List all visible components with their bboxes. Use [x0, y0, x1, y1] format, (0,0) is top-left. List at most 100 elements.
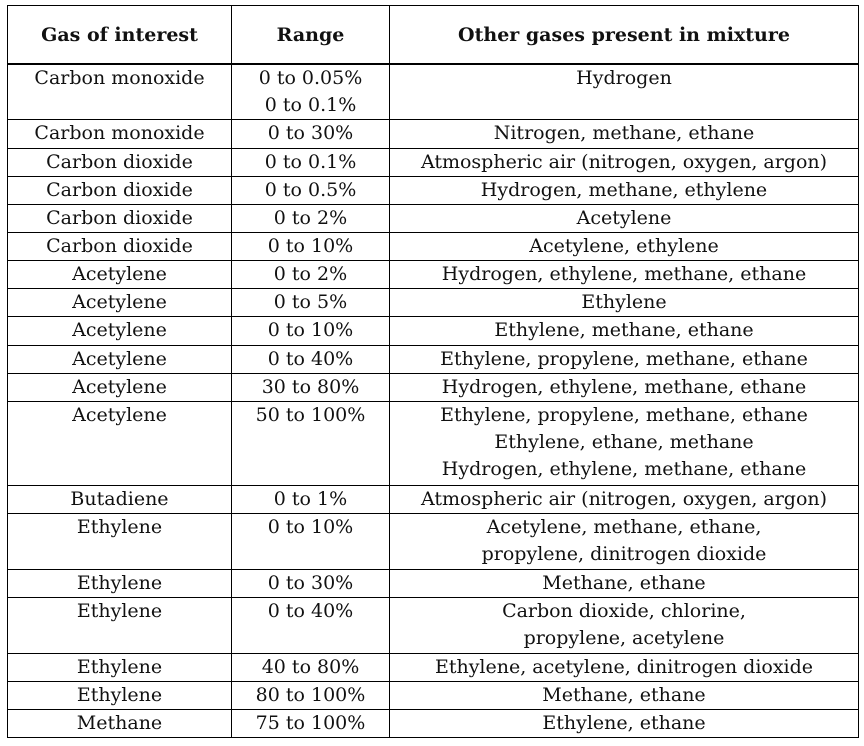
table-row: Carbon dioxide 0 to 0.5% Hydrogen, methane…	[7, 176, 859, 205]
range-cell: 0 to 2%	[231, 260, 390, 289]
gas-of-interest-cell: Acetylene	[7, 345, 232, 374]
cell-text: Carbon monoxide	[34, 67, 205, 89]
cell-text: Hydrogen, methane, ethylene	[480, 179, 768, 201]
table-row: Acetylene 0 to 2% Hydrogen, ethylene, meth…	[7, 260, 859, 289]
cell-text: Hydrogen, ethylene, methane, ethane	[441, 263, 807, 285]
cell-text: 40 to 80%	[261, 656, 360, 678]
cell-text: Ethylene, propylene, methane, ethane	[440, 348, 808, 370]
range-cell: 0 to 10%	[231, 513, 390, 570]
cell-text: Acetylene, ethylene	[529, 235, 719, 257]
cell-text: Carbon dioxide	[46, 179, 193, 201]
cell-text: 30 to 80%	[261, 376, 360, 398]
table-row: Ethylene 0 to 10% Acetylene, methane, etha…	[7, 513, 859, 570]
other-gases-cell: Hydrogen, ethylene, methane, ethane	[389, 260, 859, 289]
table-row: Butadiene 0 to 1% Atmospheric air (nitroge…	[7, 485, 859, 514]
table-row: Acetylene 0 to 10% Ethylene, methane, etha…	[7, 316, 859, 346]
other-gases-cell: Atmospheric air (nitrogen, oxygen, argon…	[389, 148, 859, 177]
range-cell: 0 to 1%	[231, 485, 390, 514]
cell-text: Carbon dioxide	[46, 235, 193, 257]
cell-text: 0 to 10%	[267, 319, 354, 341]
cell-text: 50 to 100%	[255, 404, 366, 426]
cell-text: 0 to 0.05%	[258, 67, 363, 89]
range-cell: 0 to 30%	[231, 119, 390, 149]
gas-of-interest-cell: Ethylene	[7, 681, 232, 710]
other-gases-cell: Nitrogen, methane, ethane	[389, 119, 859, 149]
gas-of-interest-cell: Ethylene	[7, 513, 232, 570]
table-row: Carbon monoxide 0 to 30% Nitrogen, methane…	[7, 119, 859, 149]
cell-text: 0 to 1%	[273, 488, 348, 510]
range-cell: 50 to 100%	[231, 401, 390, 486]
cell-text: propylene, acetylene	[523, 627, 725, 649]
header-range: Range	[231, 5, 390, 65]
header-gas-of-interest: Gas of interest	[7, 5, 232, 65]
cell-text: Hydrogen, ethylene, methane, ethane	[441, 458, 807, 480]
cell-text: Acetylene	[72, 263, 167, 285]
gas-of-interest-cell: Acetylene	[7, 373, 232, 402]
cell-text: Acetylene	[576, 207, 672, 229]
cell-text: Carbon dioxide, chlorine,	[502, 600, 746, 622]
table-row: Methane 75 to 100% Ethylene, ethane	[7, 709, 859, 738]
table-header: Gas of interest Range Other gases presen…	[7, 5, 859, 65]
range-cell: 0 to 40%	[231, 345, 390, 374]
table-body: Carbon monoxide 0 to 0.05% 0 to 0.1% Hydrog…	[7, 63, 859, 738]
cell-text: Methane, ethane	[542, 684, 706, 706]
gas-of-interest-cell: Acetylene	[7, 401, 232, 486]
gas-of-interest-cell: Carbon dioxide	[7, 204, 232, 233]
gas-of-interest-cell: Carbon monoxide	[7, 63, 232, 120]
other-gases-cell: Ethylene, propylene, methane, ethane	[389, 345, 859, 374]
other-gases-cell: Ethylene, methane, ethane	[389, 316, 859, 346]
cell-text: Acetylene	[72, 348, 167, 370]
range-cell: 40 to 80%	[231, 653, 390, 682]
cell-text: Carbon monoxide	[34, 122, 205, 144]
cell-text: Ethylene, ethane, methane	[494, 431, 754, 453]
gas-mixture-table: Gas of interest Range Other gases presen…	[7, 5, 859, 738]
gas-of-interest-cell: Butadiene	[7, 485, 232, 514]
cell-text: Methane, ethane	[542, 572, 706, 594]
range-cell: 0 to 10%	[231, 316, 390, 346]
cell-text: 0 to 40%	[267, 600, 354, 622]
gas-of-interest-cell: Carbon dioxide	[7, 232, 232, 261]
cell-text: 0 to 40%	[267, 348, 354, 370]
gas-of-interest-cell: Ethylene	[7, 597, 232, 654]
cell-text: Atmospheric air (nitrogen, oxygen, argon…	[420, 488, 828, 510]
cell-text: 0 to 10%	[267, 235, 354, 257]
range-cell: 0 to 2%	[231, 204, 390, 233]
range-cell: 0 to 0.5%	[231, 176, 390, 205]
cell-text: Ethylene, ethane	[542, 712, 706, 734]
header-row: Gas of interest Range Other gases presen…	[7, 5, 859, 65]
other-gases-cell: Ethylene	[389, 288, 859, 317]
table-row: Carbon dioxide 0 to 0.1% Atmospheric air (…	[7, 148, 859, 177]
cell-text: Methane	[76, 712, 163, 734]
cell-text: Carbon dioxide	[46, 151, 193, 173]
cell-text: Nitrogen, methane, ethane	[493, 122, 755, 144]
cell-text: Hydrogen, ethylene, methane, ethane	[441, 376, 807, 398]
other-gases-cell: Atmospheric air (nitrogen, oxygen, argon…	[389, 485, 859, 514]
cell-text: Ethylene	[76, 572, 163, 594]
cell-text: Butadiene	[70, 488, 169, 510]
cell-text: 0 to 30%	[267, 572, 354, 594]
gas-of-interest-cell: Acetylene	[7, 288, 232, 317]
gas-of-interest-cell: Acetylene	[7, 316, 232, 346]
range-cell: 0 to 0.05% 0 to 0.1%	[231, 63, 390, 120]
gas-of-interest-cell: Carbon dioxide	[7, 176, 232, 205]
cell-text: 0 to 30%	[267, 122, 354, 144]
other-gases-cell: Methane, ethane	[389, 681, 859, 710]
gas-of-interest-cell: Ethylene	[7, 569, 232, 598]
table-row: Ethylene 40 to 80% Ethylene, acetylene, di…	[7, 653, 859, 682]
table-row: Acetylene 30 to 80% Hydrogen, ethylene, me…	[7, 373, 859, 402]
cell-text: Ethylene, acetylene, dinitrogen dioxide	[434, 656, 814, 678]
cell-text: 80 to 100%	[255, 684, 366, 706]
cell-text: Acetylene	[72, 404, 167, 426]
cell-text: Atmospheric air (nitrogen, oxygen, argon…	[420, 151, 828, 173]
cell-text: Acetylene, methane, ethane,	[486, 516, 762, 538]
other-gases-cell: Hydrogen, ethylene, methane, ethane	[389, 373, 859, 402]
cell-text: 0 to 0.1%	[264, 151, 357, 173]
table-row: Ethylene 0 to 30% Methane, ethane	[7, 569, 859, 598]
cell-text: Acetylene	[72, 291, 167, 313]
cell-text: Ethylene, propylene, methane, ethane	[440, 404, 808, 426]
cell-text: 0 to 0.1%	[264, 94, 357, 116]
cell-text: 0 to 2%	[273, 263, 348, 285]
other-gases-cell: Carbon dioxide, chlorine, propylene, acet…	[389, 597, 859, 654]
other-gases-cell: Ethylene, propylene, methane, ethane Ethy…	[389, 401, 859, 486]
other-gases-cell: Acetylene, methane, ethane, propylene, di…	[389, 513, 859, 570]
